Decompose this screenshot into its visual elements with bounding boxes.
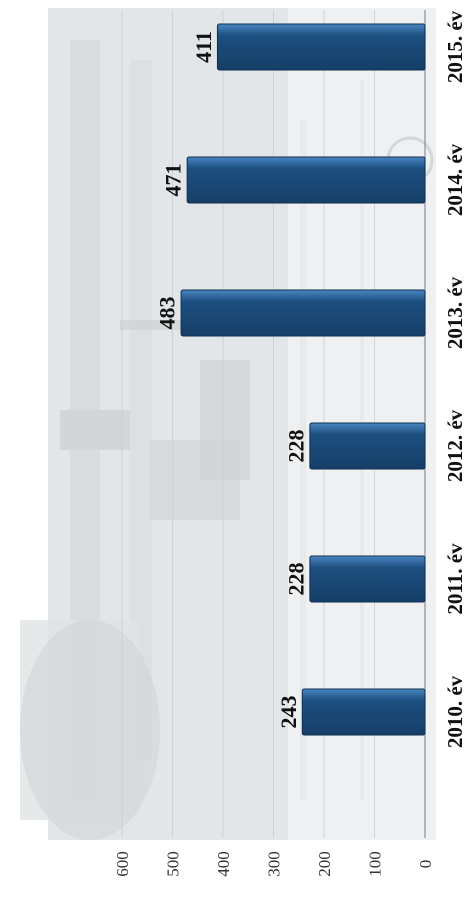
axis-tick-label: 300 <box>265 851 284 877</box>
data-labels: 243 228 228 483 471 411 <box>155 31 309 728</box>
category-label: 2015. év <box>443 10 467 83</box>
bar <box>301 688 426 736</box>
category-label: 2012. év <box>443 409 467 482</box>
axis-tick-label: 400 <box>214 851 233 877</box>
category-label: 2011. év <box>443 543 467 615</box>
data-label: 411 <box>191 31 216 63</box>
data-label: 471 <box>161 164 186 197</box>
category-label: 2014. év <box>443 143 467 216</box>
data-label: 483 <box>155 297 180 330</box>
axis-tick-label: 200 <box>315 851 334 877</box>
data-label: 243 <box>276 696 301 729</box>
category-label: 2013. év <box>443 276 467 349</box>
bar <box>180 289 426 337</box>
category-label: 2010. év <box>443 675 467 748</box>
axis-tick-label: 600 <box>113 851 132 877</box>
bar-series <box>180 23 426 736</box>
axis-tick-label: 0 <box>416 860 435 869</box>
axis-tick-label: 500 <box>164 851 183 877</box>
bar <box>186 156 426 204</box>
bar <box>309 555 426 603</box>
axis-tick-label: 100 <box>366 851 385 877</box>
data-label: 228 <box>283 430 308 463</box>
bar <box>309 422 426 470</box>
bar <box>216 23 426 71</box>
category-labels: 2010. év 2011. év 2012. év 2013. év 2014. év… <box>443 10 467 748</box>
data-label: 228 <box>283 563 308 596</box>
value-axis: 0 100 200 300 400 500 600 <box>113 851 435 877</box>
